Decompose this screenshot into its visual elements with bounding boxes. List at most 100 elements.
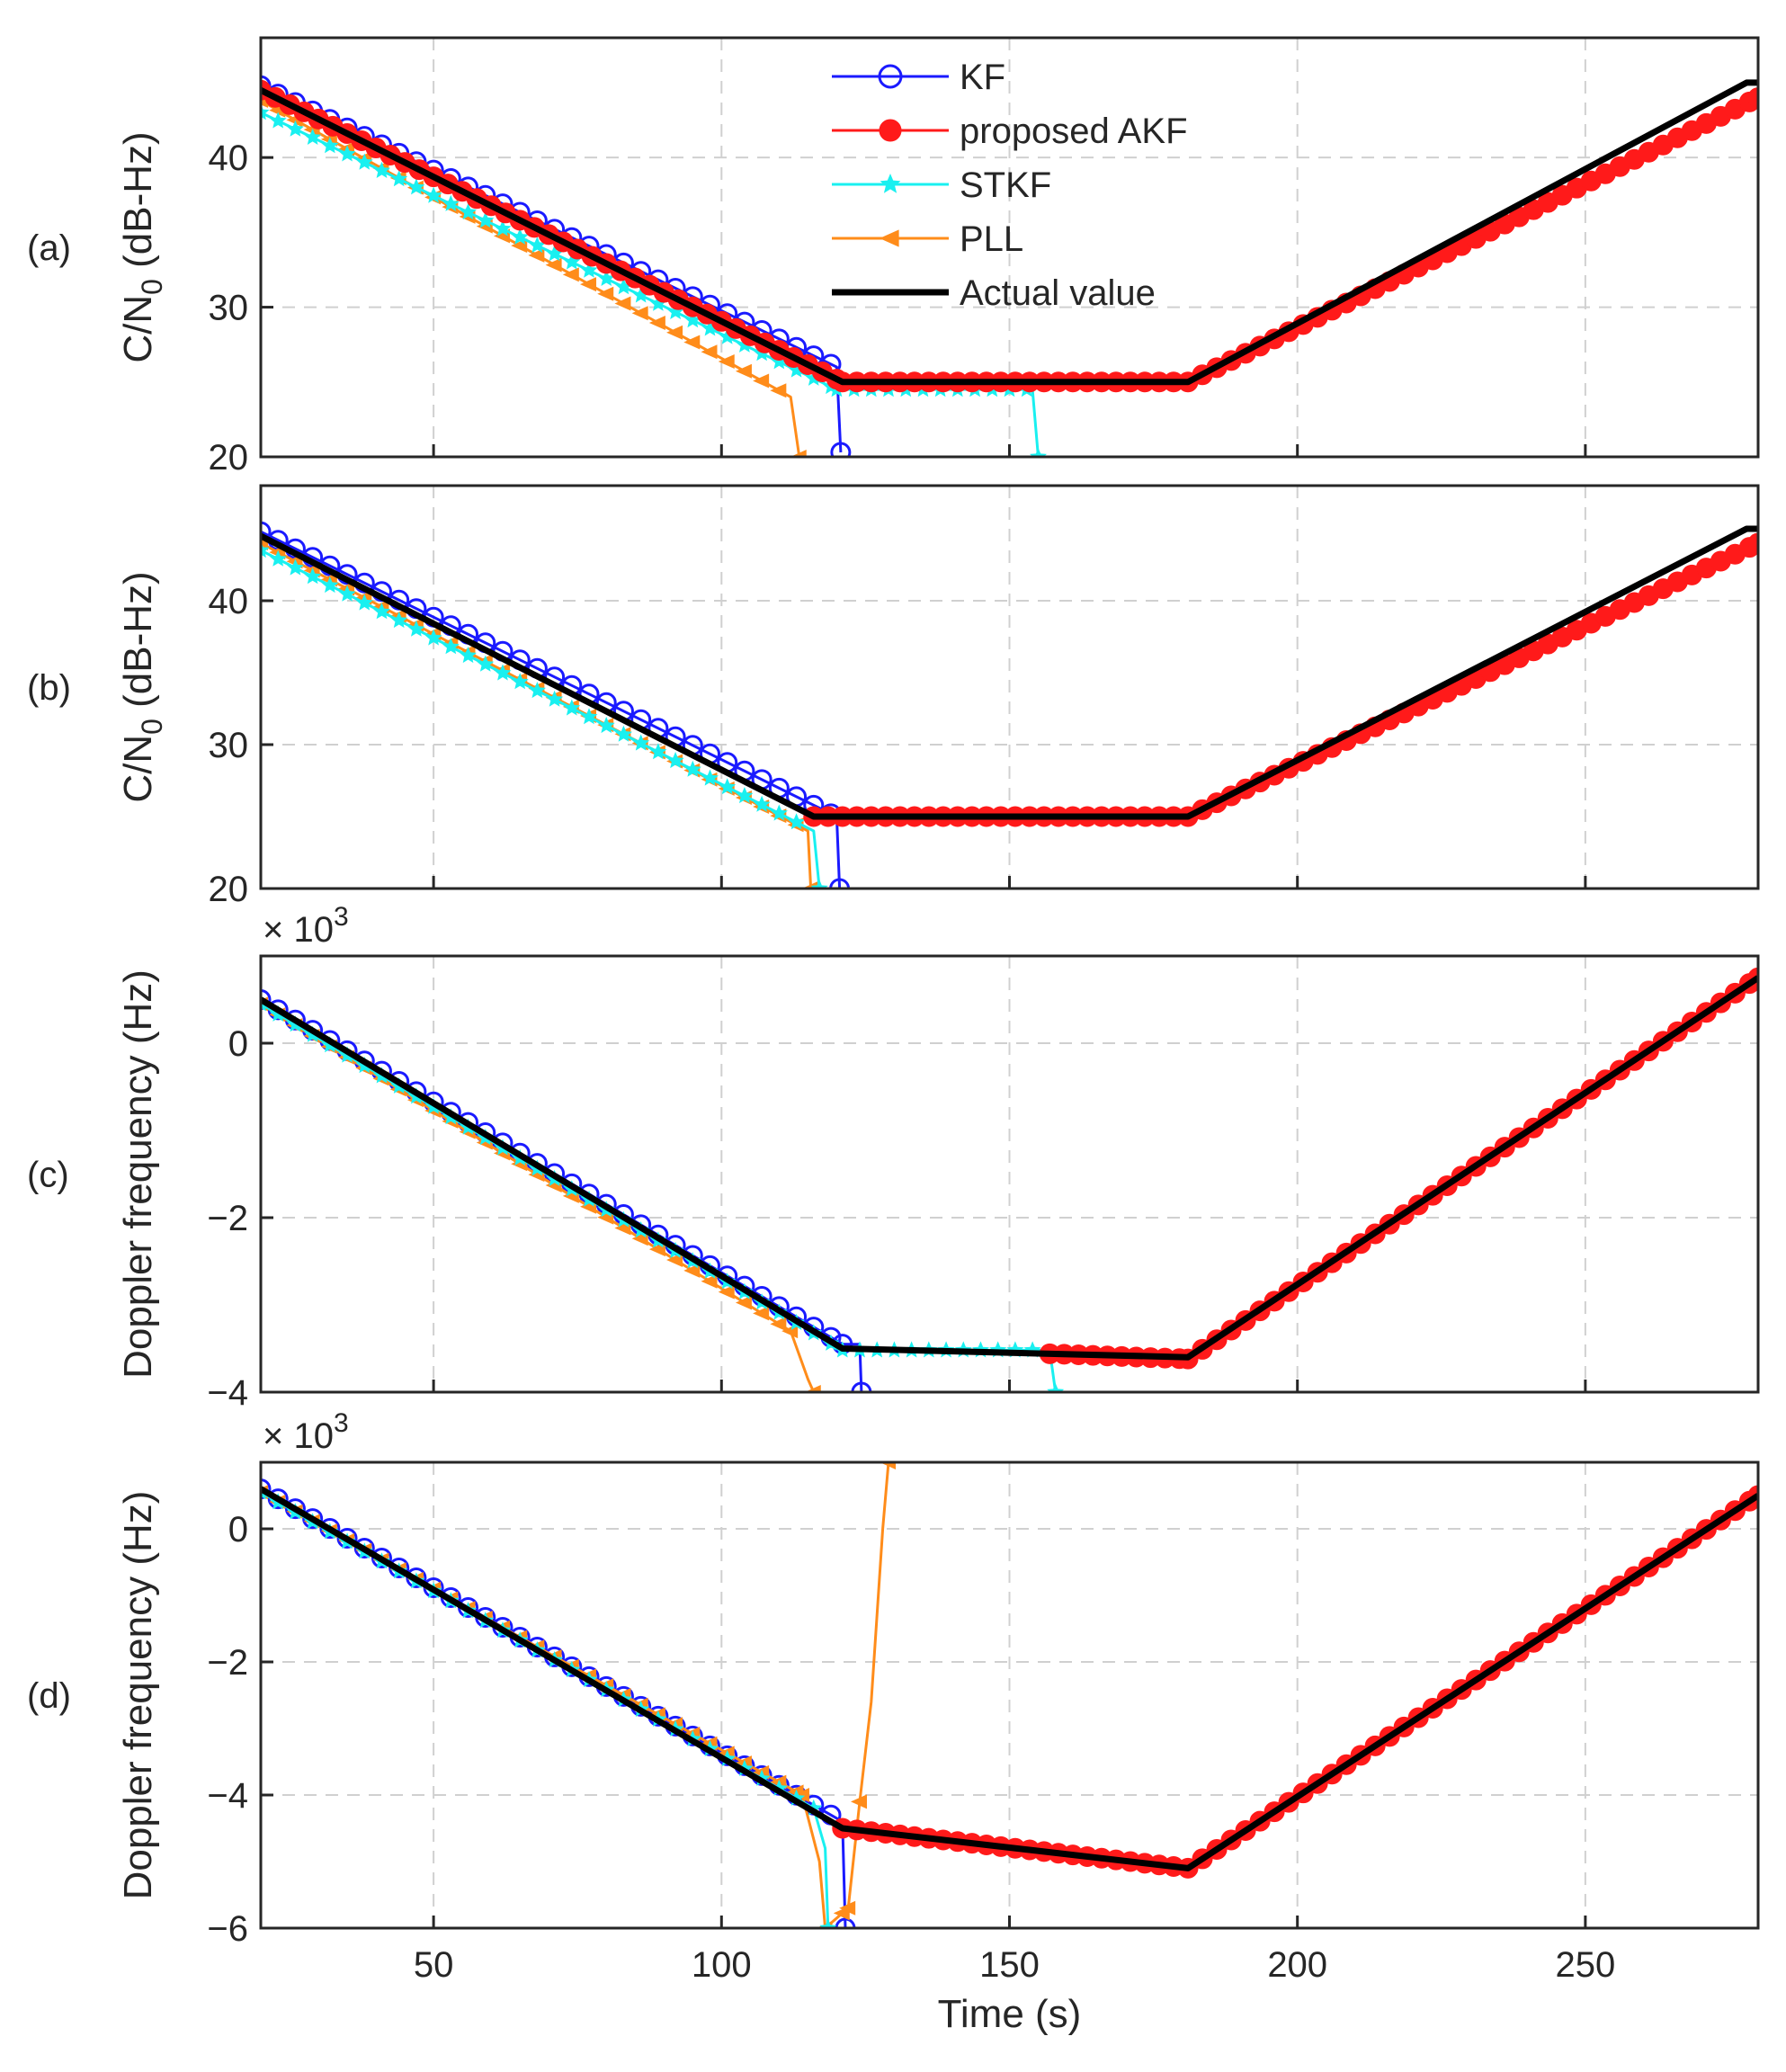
- data-point: [819, 1919, 837, 1928]
- series-group: [261, 1462, 1758, 1928]
- data-point: [407, 178, 425, 195]
- chart-panel-b: 20 30 40 (b) C/N0 (dB-Hz): [27, 484, 1760, 909]
- y-tick-label: 40: [209, 138, 249, 178]
- data-point: [338, 585, 356, 602]
- series-group: [261, 967, 1758, 1392]
- data-point: [719, 778, 737, 795]
- data-point: [545, 257, 562, 272]
- data-point: [355, 594, 373, 611]
- series-line-actual-value: [261, 79, 1758, 386]
- data-point: [511, 228, 529, 245]
- exponent-label: × 103: [263, 1408, 349, 1456]
- data-point: [355, 153, 373, 170]
- series-markers-stkf: [261, 995, 1065, 1392]
- y-tick-label: −2: [207, 1199, 248, 1238]
- data-point: [701, 319, 719, 336]
- data-point: [683, 335, 701, 350]
- legend-label: STKF: [960, 165, 1051, 205]
- data-point: [1047, 1383, 1065, 1392]
- data-point: [442, 638, 460, 655]
- data-point: [597, 286, 614, 301]
- legend-item: STKF: [832, 165, 1051, 205]
- data-point: [753, 795, 771, 812]
- legend: KF proposed AKF STKF PLL Actual value: [832, 58, 1188, 313]
- y-tick-label: 0: [228, 1510, 248, 1550]
- data-point: [597, 717, 615, 734]
- y-tick-label: 20: [209, 438, 249, 478]
- data-point: [261, 989, 272, 1010]
- data-point: [1030, 448, 1047, 457]
- data-point: [839, 1900, 856, 1916]
- data-point: [546, 690, 564, 707]
- data-point: [371, 1548, 392, 1569]
- series-markers-proposed-akf: [1039, 967, 1758, 1370]
- data-point: [563, 699, 581, 716]
- data-point: [528, 237, 546, 254]
- data-point: [460, 647, 477, 664]
- data-point: [511, 673, 529, 690]
- series-line-actual-value: [261, 1486, 1758, 1871]
- data-point: [736, 787, 754, 804]
- series-line-actual-value: [261, 525, 1758, 820]
- y-tick-label: −4: [207, 1373, 248, 1413]
- data-point: [563, 253, 581, 270]
- series-line-pll: [261, 1003, 816, 1392]
- data-point: [648, 316, 665, 331]
- series-line-proposed-akf: [1049, 977, 1758, 1361]
- data-point: [614, 725, 632, 742]
- exponent-power: 3: [334, 1408, 349, 1438]
- data-point: [632, 286, 650, 303]
- data-point: [321, 576, 339, 594]
- data-point: [267, 1488, 289, 1510]
- legend-item: Actual value: [832, 273, 1156, 313]
- series-line-pll: [261, 99, 801, 457]
- data-point: [701, 344, 718, 360]
- data-point: [269, 112, 287, 129]
- y-axis-label: C/N0 (dB-Hz): [116, 131, 168, 362]
- legend-label: KF: [960, 58, 1005, 97]
- series-group: [261, 521, 1758, 889]
- grid: [261, 486, 1758, 889]
- data-point: [261, 541, 270, 558]
- data-point: [286, 120, 304, 137]
- data-point: [879, 119, 902, 142]
- data-point: [286, 558, 304, 576]
- data-point: [790, 450, 807, 457]
- data-point: [580, 261, 598, 278]
- x-tick-label: 150: [979, 1945, 1040, 1985]
- data-point: [338, 145, 356, 162]
- data-point: [788, 813, 806, 830]
- data-point: [424, 629, 442, 646]
- data-point: [829, 878, 851, 889]
- data-point: [666, 325, 683, 340]
- chart-panel-a: 20 30 40 (a) C/N0 (dB-Hz): [27, 36, 1760, 478]
- y-axis-label-text: Doppler frequency (Hz): [116, 1491, 160, 1900]
- y-axis-label-text: Doppler frequency (Hz): [116, 969, 160, 1379]
- data-point: [770, 1317, 787, 1332]
- y-axis-label-sub: 0: [136, 279, 168, 295]
- data-point: [683, 760, 701, 777]
- data-point: [735, 1295, 752, 1310]
- y-axis-label-unit: (dB-Hz): [116, 131, 160, 279]
- panel-label: (b): [27, 668, 71, 708]
- y-axis-label-text: C/N: [116, 735, 160, 803]
- data-point: [718, 1284, 735, 1299]
- data-point: [261, 521, 272, 542]
- exponent-power: 3: [334, 902, 349, 932]
- data-point: [494, 664, 512, 681]
- data-point: [302, 1508, 324, 1530]
- legend-item: PLL: [832, 219, 1023, 259]
- data-point: [753, 1306, 770, 1321]
- data-point: [388, 1558, 410, 1579]
- data-point: [830, 442, 852, 457]
- data-point: [1747, 532, 1758, 554]
- y-tick-label: 30: [209, 289, 249, 328]
- data-point: [269, 549, 287, 567]
- data-point: [407, 620, 425, 637]
- data-point: [718, 354, 735, 370]
- data-point: [284, 1498, 306, 1520]
- data-point: [880, 229, 899, 247]
- data-point: [494, 219, 512, 237]
- data-point: [770, 804, 788, 821]
- data-point: [770, 383, 787, 398]
